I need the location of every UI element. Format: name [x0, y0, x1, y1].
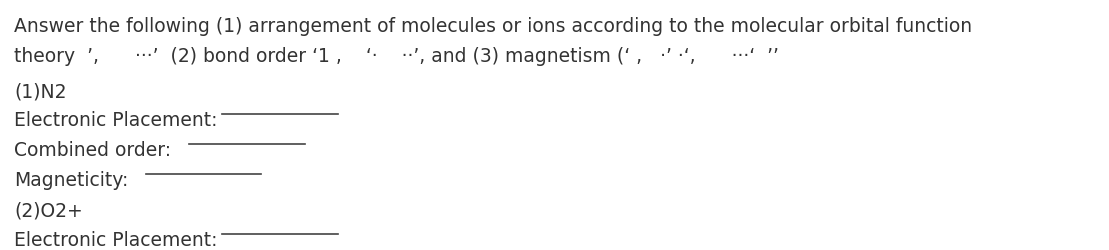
Text: theory  ’,      ···’  (2) bond order ‘1 ,    ‘·    ··’, and (3) magnetism (‘ ,  : theory ’, ···’ (2) bond order ‘1 , ‘· ··… — [14, 47, 780, 66]
Text: Answer the following (1) arrangement of molecules or ions according to the molec: Answer the following (1) arrangement of … — [14, 18, 973, 36]
Text: Electronic Placement:: Electronic Placement: — [14, 231, 217, 250]
Text: Combined order:: Combined order: — [14, 141, 172, 160]
Text: (2)O2+: (2)O2+ — [14, 201, 83, 220]
Text: Magneticity:: Magneticity: — [14, 171, 129, 190]
Text: Electronic Placement:: Electronic Placement: — [14, 111, 217, 130]
Text: (1)N2: (1)N2 — [14, 82, 67, 101]
